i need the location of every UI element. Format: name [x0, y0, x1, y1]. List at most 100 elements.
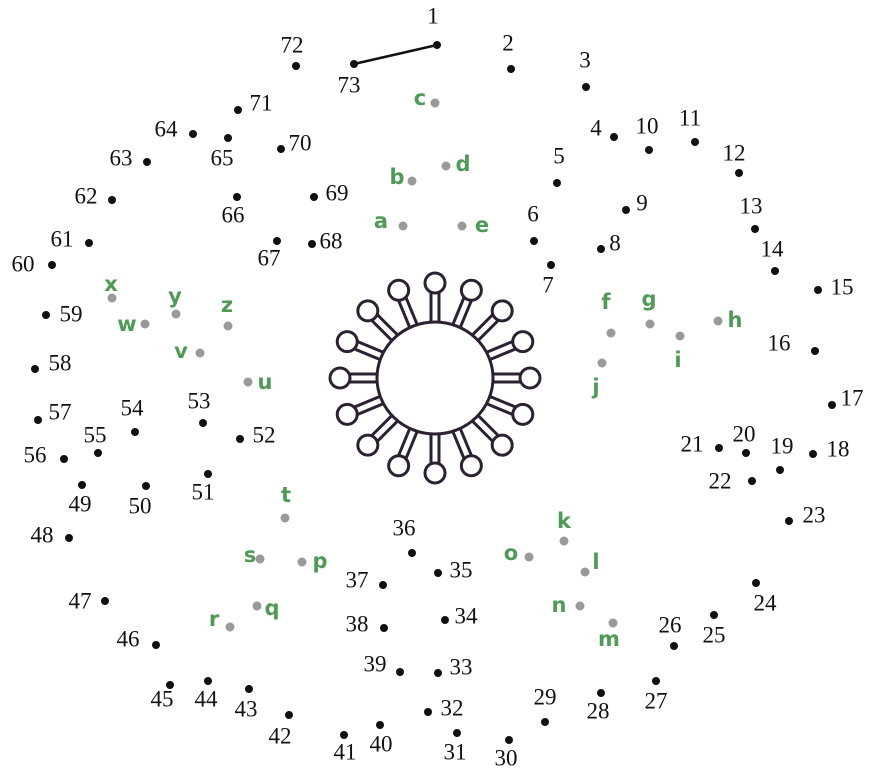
- number-dot: [245, 685, 253, 693]
- dot-number: 47: [69, 588, 92, 613]
- dot-number: 40: [370, 731, 393, 756]
- number-dot: [809, 450, 817, 458]
- letter-dot: [398, 221, 408, 231]
- dot-letter: a: [374, 209, 388, 233]
- dot-number: 36: [393, 515, 416, 540]
- letter-dot: [580, 567, 590, 577]
- dot-number: 54: [121, 395, 145, 420]
- number-dot: [553, 179, 561, 187]
- dot-number: 8: [609, 230, 621, 255]
- number-dot: [42, 311, 50, 319]
- number-dot: [236, 435, 244, 443]
- dot-letter: h: [728, 308, 743, 332]
- number-dot: [710, 611, 718, 619]
- dot-letter: x: [104, 272, 118, 296]
- number-dot: [233, 193, 241, 201]
- number-dot: [441, 616, 449, 624]
- letter-dot: [255, 554, 265, 564]
- virus-knob: [356, 299, 380, 323]
- number-dot: [622, 206, 630, 214]
- number-dot: [350, 60, 358, 68]
- number-dot: [505, 736, 513, 744]
- letter-dot: [441, 161, 451, 171]
- number-dot: [742, 449, 750, 457]
- dot-number: 69: [326, 180, 349, 205]
- dot-number: 17: [841, 385, 864, 410]
- number-dot: [108, 196, 116, 204]
- dot-number: 19: [771, 433, 794, 458]
- dot-number: 11: [679, 105, 701, 130]
- number-dot: [285, 711, 293, 719]
- number-dot: [424, 708, 432, 716]
- letter-dot: [608, 618, 618, 628]
- virus-spike: [347, 372, 380, 384]
- letter-dot: [675, 331, 685, 341]
- number-dot: [453, 729, 461, 737]
- dot-number: 25: [703, 622, 726, 647]
- letter-dot: [575, 601, 585, 611]
- dot-number: 31: [444, 739, 467, 764]
- virus-spike: [429, 433, 441, 466]
- number-dot: [308, 240, 316, 248]
- dot-letter: y: [168, 284, 182, 308]
- number-dot: [131, 428, 139, 436]
- dot-letter: b: [389, 165, 404, 189]
- dot-letter: p: [312, 549, 327, 573]
- connected-line: [353, 43, 438, 66]
- dot-number: 41: [334, 739, 357, 764]
- dot-letter: t: [281, 483, 291, 507]
- number-dot: [376, 721, 384, 729]
- number-dot: [811, 347, 819, 355]
- virus-knob: [459, 278, 483, 302]
- dot-number: 12: [723, 140, 746, 165]
- number-dot: [142, 482, 150, 490]
- number-dot: [152, 641, 160, 649]
- dot-letter: n: [552, 593, 567, 617]
- number-dot: [547, 261, 555, 269]
- letter-dot: [297, 557, 307, 567]
- number-dot: [597, 245, 605, 253]
- dot-number: 51: [192, 479, 215, 504]
- letter-dot: [645, 319, 655, 329]
- dot-number: 34: [455, 603, 479, 628]
- dot-letter: o: [504, 541, 518, 565]
- virus-spike: [490, 372, 523, 384]
- dot-number: 27: [645, 688, 668, 713]
- virus-knob: [490, 433, 514, 457]
- number-dot: [380, 624, 388, 632]
- dot-letter: w: [117, 312, 136, 336]
- number-dot: [48, 261, 56, 269]
- number-dot: [224, 134, 232, 142]
- virus-knob: [387, 454, 411, 478]
- number-dot: [340, 731, 348, 739]
- dot-number: 21: [681, 431, 704, 456]
- virus-knob: [335, 330, 359, 354]
- dot-number: 72: [281, 32, 304, 57]
- dot-letter: z: [221, 293, 233, 317]
- dot-number: 42: [269, 723, 292, 748]
- number-dot: [204, 470, 212, 478]
- dot-number: 6: [527, 201, 539, 226]
- number-dot: [828, 401, 836, 409]
- number-dot: [273, 237, 281, 245]
- number-dot: [31, 365, 39, 373]
- dot-number: 45: [151, 686, 174, 711]
- number-dot: [652, 677, 660, 685]
- number-dot: [143, 158, 151, 166]
- virus-knob: [518, 366, 542, 390]
- dot-letter: l: [592, 550, 599, 574]
- dot-letter: r: [209, 607, 220, 631]
- dot-number: 35: [450, 557, 473, 582]
- number-dot: [434, 569, 442, 577]
- dot-number: 46: [117, 626, 140, 651]
- number-dot: [78, 481, 86, 489]
- number-dot: [94, 449, 102, 457]
- letter-dot: [524, 552, 534, 562]
- virus-knob: [328, 366, 352, 390]
- dot-number: 18: [827, 436, 850, 461]
- letter-dot: [713, 316, 723, 326]
- virus-knob: [459, 454, 483, 478]
- dot-number: 50: [129, 493, 152, 518]
- number-dot: [85, 239, 93, 247]
- dot-number: 33: [450, 654, 473, 679]
